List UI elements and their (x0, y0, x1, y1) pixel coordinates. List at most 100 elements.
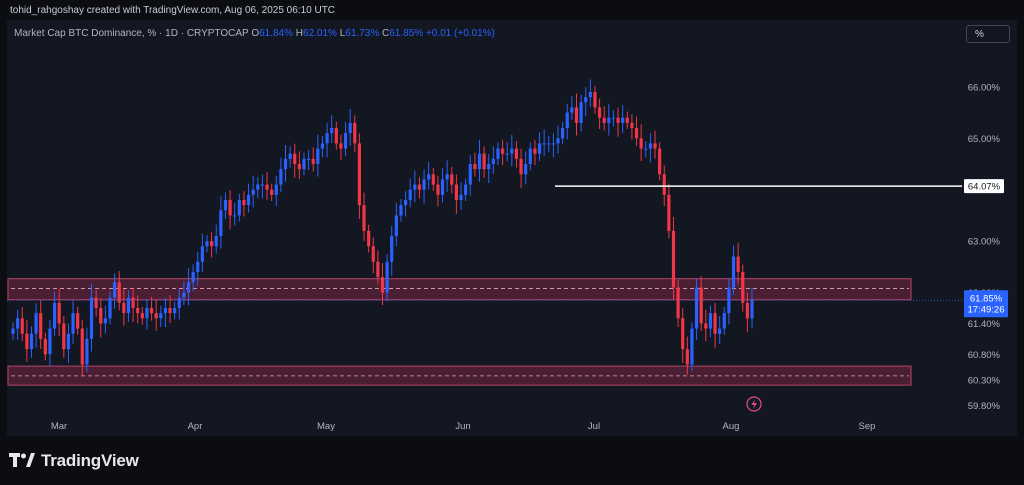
candle-body (588, 92, 592, 98)
candle-body (639, 138, 643, 149)
candle-body (48, 328, 52, 355)
candle-body (376, 261, 380, 278)
candle-body (417, 184, 422, 190)
candle-body (667, 194, 671, 231)
x-tick-label: Sep (859, 421, 876, 432)
candle-body (450, 174, 454, 185)
candle-body (57, 302, 61, 324)
candle-body (223, 200, 228, 211)
candle-body (634, 128, 639, 139)
candle-body (644, 148, 648, 150)
chart-panel[interactable]: 67.00%66.00%65.00%63.00%62.00%61.40%60.8… (7, 20, 1017, 436)
candle-body (431, 174, 435, 185)
y-tick-label: 60.80% (968, 350, 1001, 361)
candle-body (99, 308, 103, 324)
events-icon[interactable] (746, 396, 762, 412)
candle-body (468, 164, 472, 185)
candle-body (343, 133, 348, 149)
candle-body (186, 282, 191, 293)
price-chart[interactable]: 67.00%66.00%65.00%63.00%62.00%61.40%60.8… (7, 20, 1017, 436)
open-label: O (251, 28, 260, 39)
candle-body (316, 148, 320, 164)
candle-body (274, 184, 278, 195)
candle-body (205, 241, 209, 247)
candle-body (708, 313, 713, 329)
level-price-tag (964, 179, 1004, 194)
candle-body (76, 313, 80, 329)
candle-body (140, 313, 144, 319)
candle-body (94, 297, 98, 308)
candle-body (283, 158, 288, 170)
candle-body (173, 308, 177, 314)
candle-body (159, 313, 163, 319)
chart-credit: tohid_rahgoshay created with TradingView… (10, 5, 336, 16)
y-tick-label: 66.00% (968, 82, 1001, 93)
support-zone-1 (7, 278, 912, 301)
candle-body (662, 174, 666, 195)
candle-body (191, 272, 195, 283)
candle-body (690, 328, 694, 365)
candle-body (722, 313, 726, 329)
candle-body (500, 148, 505, 154)
candle-body (163, 308, 168, 314)
candle-body (182, 292, 186, 298)
candle-body (126, 297, 131, 314)
percent-scale-button[interactable]: % (966, 25, 1010, 43)
x-tick-label: May (317, 421, 335, 432)
candle-body (445, 174, 449, 180)
candle-body (611, 117, 616, 119)
candle-body (593, 92, 597, 108)
candle-body (533, 148, 537, 154)
candle-body (713, 313, 717, 334)
y-tick-label: 65.00% (968, 134, 1001, 145)
candle-body (510, 148, 514, 154)
candle-body (131, 297, 135, 308)
candle-body (25, 333, 29, 350)
candle-body (80, 328, 84, 365)
candle-body (570, 107, 574, 113)
y-tick-label: 60.30% (968, 376, 1001, 387)
candle-body (750, 300, 754, 319)
candle-body (362, 205, 366, 231)
candle-body (311, 158, 315, 164)
high-label: H (295, 28, 304, 39)
candle-body (487, 164, 491, 170)
candle-body (357, 143, 362, 206)
candle-body (394, 215, 398, 236)
candle-body (537, 143, 542, 154)
candle-body (551, 143, 555, 145)
candle-body (16, 318, 20, 329)
candle-body (39, 313, 43, 339)
candle-body (699, 287, 703, 324)
candle-body (528, 148, 532, 164)
symbol-title: Market Cap BTC Dominance, % · 1D · CRYPT… (14, 28, 249, 39)
candle-body (371, 246, 375, 262)
candle-body (427, 174, 431, 180)
candle-body (233, 215, 237, 217)
candle-body (214, 236, 218, 247)
low-label: L (339, 28, 346, 39)
candle-body (279, 169, 283, 185)
candle-body (103, 318, 107, 324)
candle-body (297, 164, 301, 170)
open-value: 61.84% (259, 28, 294, 39)
candle-body (514, 148, 519, 159)
candle-body (422, 179, 426, 190)
candle-body (542, 143, 546, 145)
candle-body (648, 143, 652, 149)
brand-name: TradingView (41, 451, 139, 470)
candle-body (473, 164, 477, 170)
candle-body (547, 143, 551, 145)
candle-body (246, 194, 251, 206)
candle-body (307, 158, 311, 160)
candle-body (339, 143, 343, 149)
candle-body (353, 122, 357, 144)
candle-body (256, 184, 260, 190)
candle-body (718, 328, 722, 334)
candle-body (154, 313, 158, 319)
candle-body (464, 184, 468, 195)
candle-body (219, 210, 223, 236)
candle-body (325, 133, 329, 144)
x-tick-label: Mar (51, 421, 67, 432)
current-price-tag (964, 290, 1008, 318)
